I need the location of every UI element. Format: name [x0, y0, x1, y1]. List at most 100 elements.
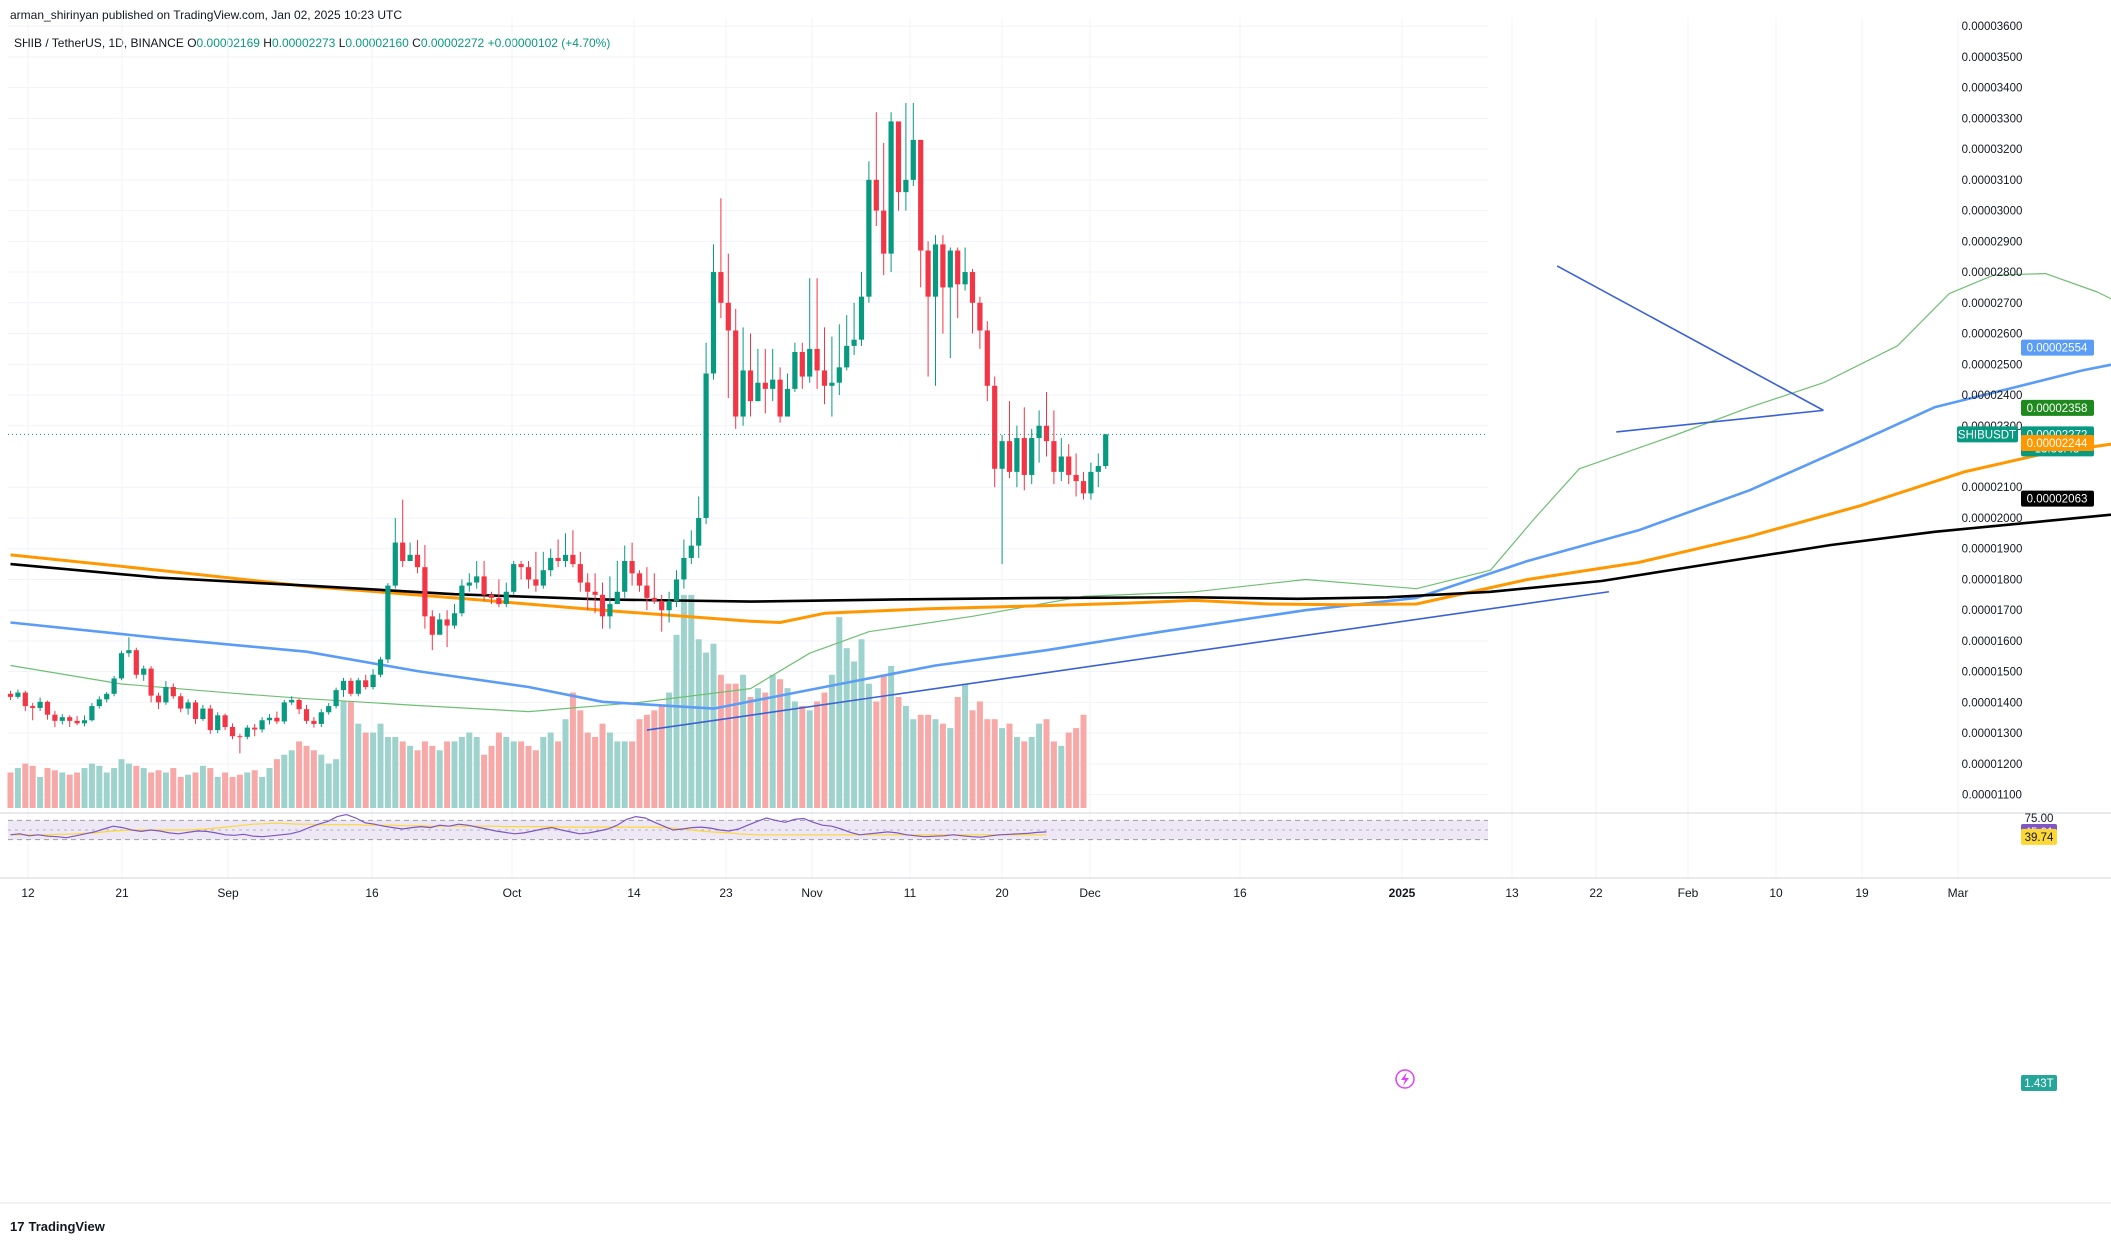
volume-bar [155, 770, 162, 808]
candle [355, 677, 361, 697]
ma-green-line [10, 273, 2111, 713]
candle-body [799, 351, 805, 377]
candle-body [30, 706, 36, 708]
time-tick-label: Oct [503, 886, 522, 900]
volume-bar [547, 732, 554, 808]
candle [784, 373, 791, 417]
volume-bar [902, 705, 909, 808]
volume-bar [584, 732, 591, 808]
volume-bar [14, 768, 21, 808]
candle-body [1014, 438, 1020, 472]
time-tick-label: 20 [995, 886, 1009, 900]
candle-body [89, 706, 95, 721]
candle [126, 637, 132, 657]
candle [755, 348, 761, 402]
close-label: C [412, 36, 421, 50]
candle-body [525, 567, 532, 580]
candle-body [400, 542, 406, 562]
candle [348, 677, 354, 697]
candle [377, 656, 384, 678]
candle [999, 434, 1005, 565]
candle [451, 604, 458, 629]
time-tick-label: Feb [1678, 886, 1699, 900]
price-badge-bg [2021, 490, 2094, 507]
volume-bar [621, 741, 628, 808]
volume-bar [666, 692, 673, 808]
candle-body [52, 714, 58, 721]
candle [844, 315, 850, 371]
candle [215, 712, 221, 734]
price-tick-label: 0.00002000 [1962, 513, 2023, 525]
candle [1103, 434, 1109, 469]
candle [733, 308, 739, 429]
candle [274, 711, 280, 724]
time-tick-label: Dec [1079, 886, 1100, 900]
candle-body [614, 591, 620, 605]
volume-bar [954, 697, 961, 808]
candle [340, 677, 347, 697]
candle-body [104, 693, 110, 700]
candle-body [992, 385, 998, 469]
candle [200, 704, 206, 721]
price-tick-label: 0.00002900 [1962, 236, 2023, 248]
candle [895, 121, 902, 211]
published-byline: arman_shirinyan published on TradingView… [10, 8, 403, 22]
candle-body [429, 616, 435, 635]
candle-body [651, 597, 657, 601]
candle-body [784, 388, 791, 417]
candle [326, 703, 332, 715]
volume-bar [1021, 741, 1028, 808]
price-tick-label: 0.00003000 [1962, 206, 2023, 218]
price-badge: 0.00002554 [2021, 339, 2094, 356]
time-tick-label: 21 [115, 886, 129, 900]
candle [725, 253, 731, 399]
candle [1021, 407, 1027, 491]
candle-body [770, 379, 776, 389]
low-label: L [338, 36, 346, 50]
volume-bar [259, 776, 266, 808]
price-badge: 0.00002358 [2021, 399, 2094, 416]
candle [696, 496, 702, 558]
volume-bar [325, 763, 332, 808]
volume-bar [680, 594, 687, 808]
candle-body [15, 692, 21, 697]
volume-bar [281, 754, 288, 808]
time-tick-label: 23 [719, 886, 733, 900]
candle [422, 545, 428, 629]
candle [1066, 444, 1072, 485]
candle-body [503, 591, 509, 605]
candle [311, 717, 317, 728]
candle [829, 336, 835, 417]
price-badge-bg [2021, 399, 2094, 416]
candle-body [311, 720, 317, 724]
volume-bar [1065, 732, 1072, 808]
price-tick-label: 0.00002700 [1962, 298, 2023, 310]
volume-bar [296, 741, 303, 808]
candle-body [7, 693, 14, 697]
volume-bar [925, 714, 932, 808]
volume-bar [414, 750, 421, 808]
volume-bar [229, 776, 236, 808]
candle-body [577, 564, 583, 583]
candle-body [844, 345, 850, 368]
candle-body [592, 591, 598, 595]
candle-body [414, 554, 421, 568]
candle-body [170, 687, 176, 697]
rsi-ma-badge: 39.74 [2021, 828, 2057, 845]
candle-body [703, 373, 709, 518]
tradingview-brand[interactable]: 17 TradingView [10, 1219, 105, 1234]
candle-body [1058, 456, 1064, 472]
candle [659, 594, 665, 632]
candle-body [44, 701, 51, 715]
symbol-title[interactable]: SHIB / TetherUS, 1D, BINANCE [14, 36, 184, 50]
candle [777, 367, 783, 423]
price-badge-label: 0.00002244 [2027, 438, 2088, 450]
volume-bar [888, 665, 895, 808]
price-badge: 0.00002244 [2021, 434, 2094, 451]
volume-bar [88, 763, 95, 808]
volume-bar [111, 768, 118, 808]
candle-body [118, 653, 125, 679]
volume-bar [747, 697, 754, 808]
candle-body [348, 680, 354, 694]
